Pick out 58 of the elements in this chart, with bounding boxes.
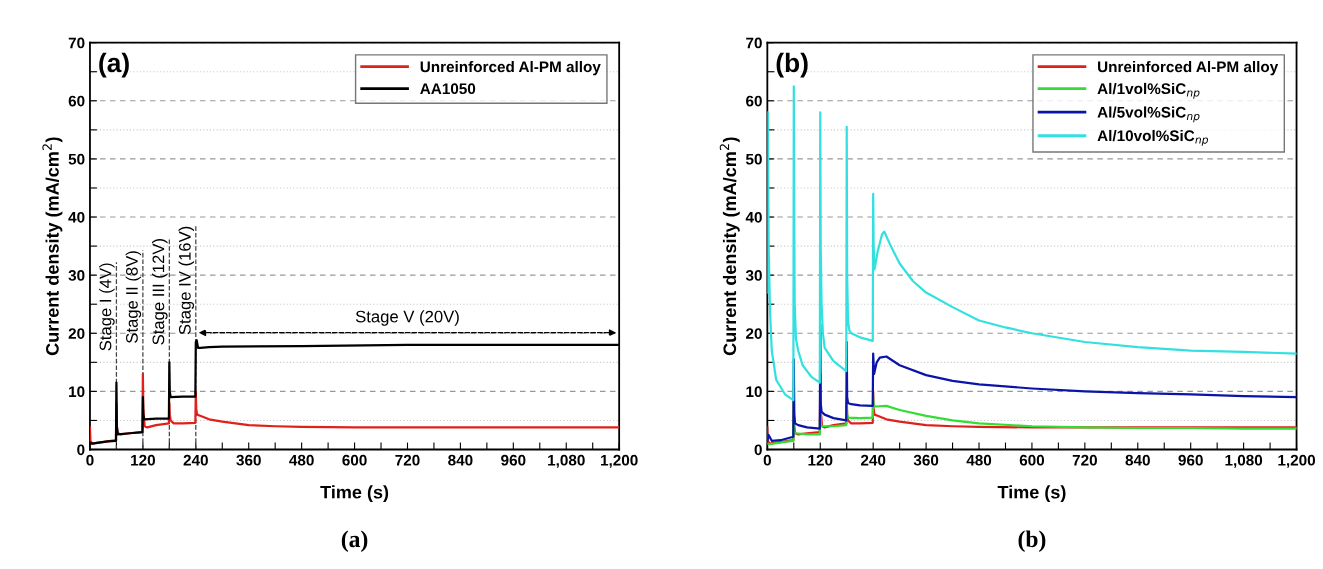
y-tick-label: 10	[746, 386, 762, 398]
y-tick-label: 60	[746, 95, 762, 107]
legend-label: Al/10vol%SiC$_{np}$	[1097, 129, 1208, 146]
x-tick-label: 480	[966, 454, 992, 466]
y-tick-label: 40	[68, 211, 85, 223]
text: (a)	[341, 530, 368, 552]
y-tick-label: 10	[69, 386, 85, 398]
ref-line-label: Stage II (8V)	[125, 251, 142, 343]
x-tick-label: 720	[1072, 454, 1097, 466]
text: (b)	[1018, 530, 1046, 552]
y-tick-label: 50	[745, 153, 762, 165]
y-tick-label: 30	[745, 270, 762, 281]
x-tick-label: 360	[913, 454, 939, 466]
x-tick-label: 600	[1019, 454, 1045, 466]
legend-label: Unreinforced Al-PM alloy	[420, 61, 601, 76]
x-tick-label: 960	[1178, 454, 1203, 466]
x-tick-label: 1,200	[601, 454, 638, 468]
x-tick-label: 600	[342, 454, 367, 466]
y-tick-label: 70	[746, 37, 762, 49]
x-tick-label: 1,080	[548, 454, 585, 468]
chart-title: (a)	[99, 52, 129, 78]
x-tick-label: 840	[1125, 454, 1150, 466]
x-tick-label: 960	[501, 454, 526, 466]
legend-label: Al/5vol%SiC$_{np}$	[1097, 106, 1200, 123]
y-tick-label: 60	[68, 95, 85, 107]
y-tick-label: 50	[68, 153, 85, 165]
line-series	[767, 85, 1297, 402]
x-tick-label: 720	[395, 454, 420, 466]
y-tick-label: 0	[754, 444, 762, 456]
x-tick-label: 0	[86, 454, 94, 466]
x-tick-label: 240	[860, 454, 886, 466]
x-tick-label: 120	[131, 454, 155, 466]
y-tick-label: 70	[68, 37, 85, 49]
chart-title: (b)	[776, 52, 808, 78]
y-tick-label: 20	[746, 328, 762, 339]
x-tick-label: 1,200	[1278, 454, 1316, 468]
ref-line-label: Stage III (12V)	[152, 238, 168, 345]
y-tick-label: 0	[77, 444, 85, 456]
y-tick-label: 20	[68, 328, 85, 339]
annotation: Stage V (20V)	[355, 310, 459, 326]
x-tick-label: 840	[448, 454, 473, 466]
y-tick-label: 30	[68, 270, 85, 281]
y-axis-title: Current density (mA/cm$^{2}$)	[42, 137, 63, 356]
legend-label: Al/1vol%SiC$_{np}$	[1097, 82, 1200, 99]
x-tick-label: 480	[289, 454, 314, 466]
legend-label: Unreinforced Al-PM alloy	[1098, 61, 1279, 76]
x-tick-label: 360	[236, 454, 261, 466]
x-tick-label: 240	[183, 454, 208, 466]
y-axis-title: Current density (mA/cm$^{2}$)	[719, 137, 740, 356]
x-axis-title: Time (s)	[320, 485, 389, 503]
y-tick-label: 40	[745, 211, 762, 223]
legend-label: AA1050	[420, 83, 476, 95]
ref-line-label: Stage I (4V)	[99, 263, 115, 351]
x-tick-label: 0	[763, 454, 771, 466]
ref-line-label: Stage IV (16V)	[178, 226, 195, 335]
x-tick-label: 1,080	[1225, 454, 1263, 468]
x-tick-label: 120	[808, 454, 833, 466]
x-axis-title: Time (s)	[997, 485, 1066, 503]
